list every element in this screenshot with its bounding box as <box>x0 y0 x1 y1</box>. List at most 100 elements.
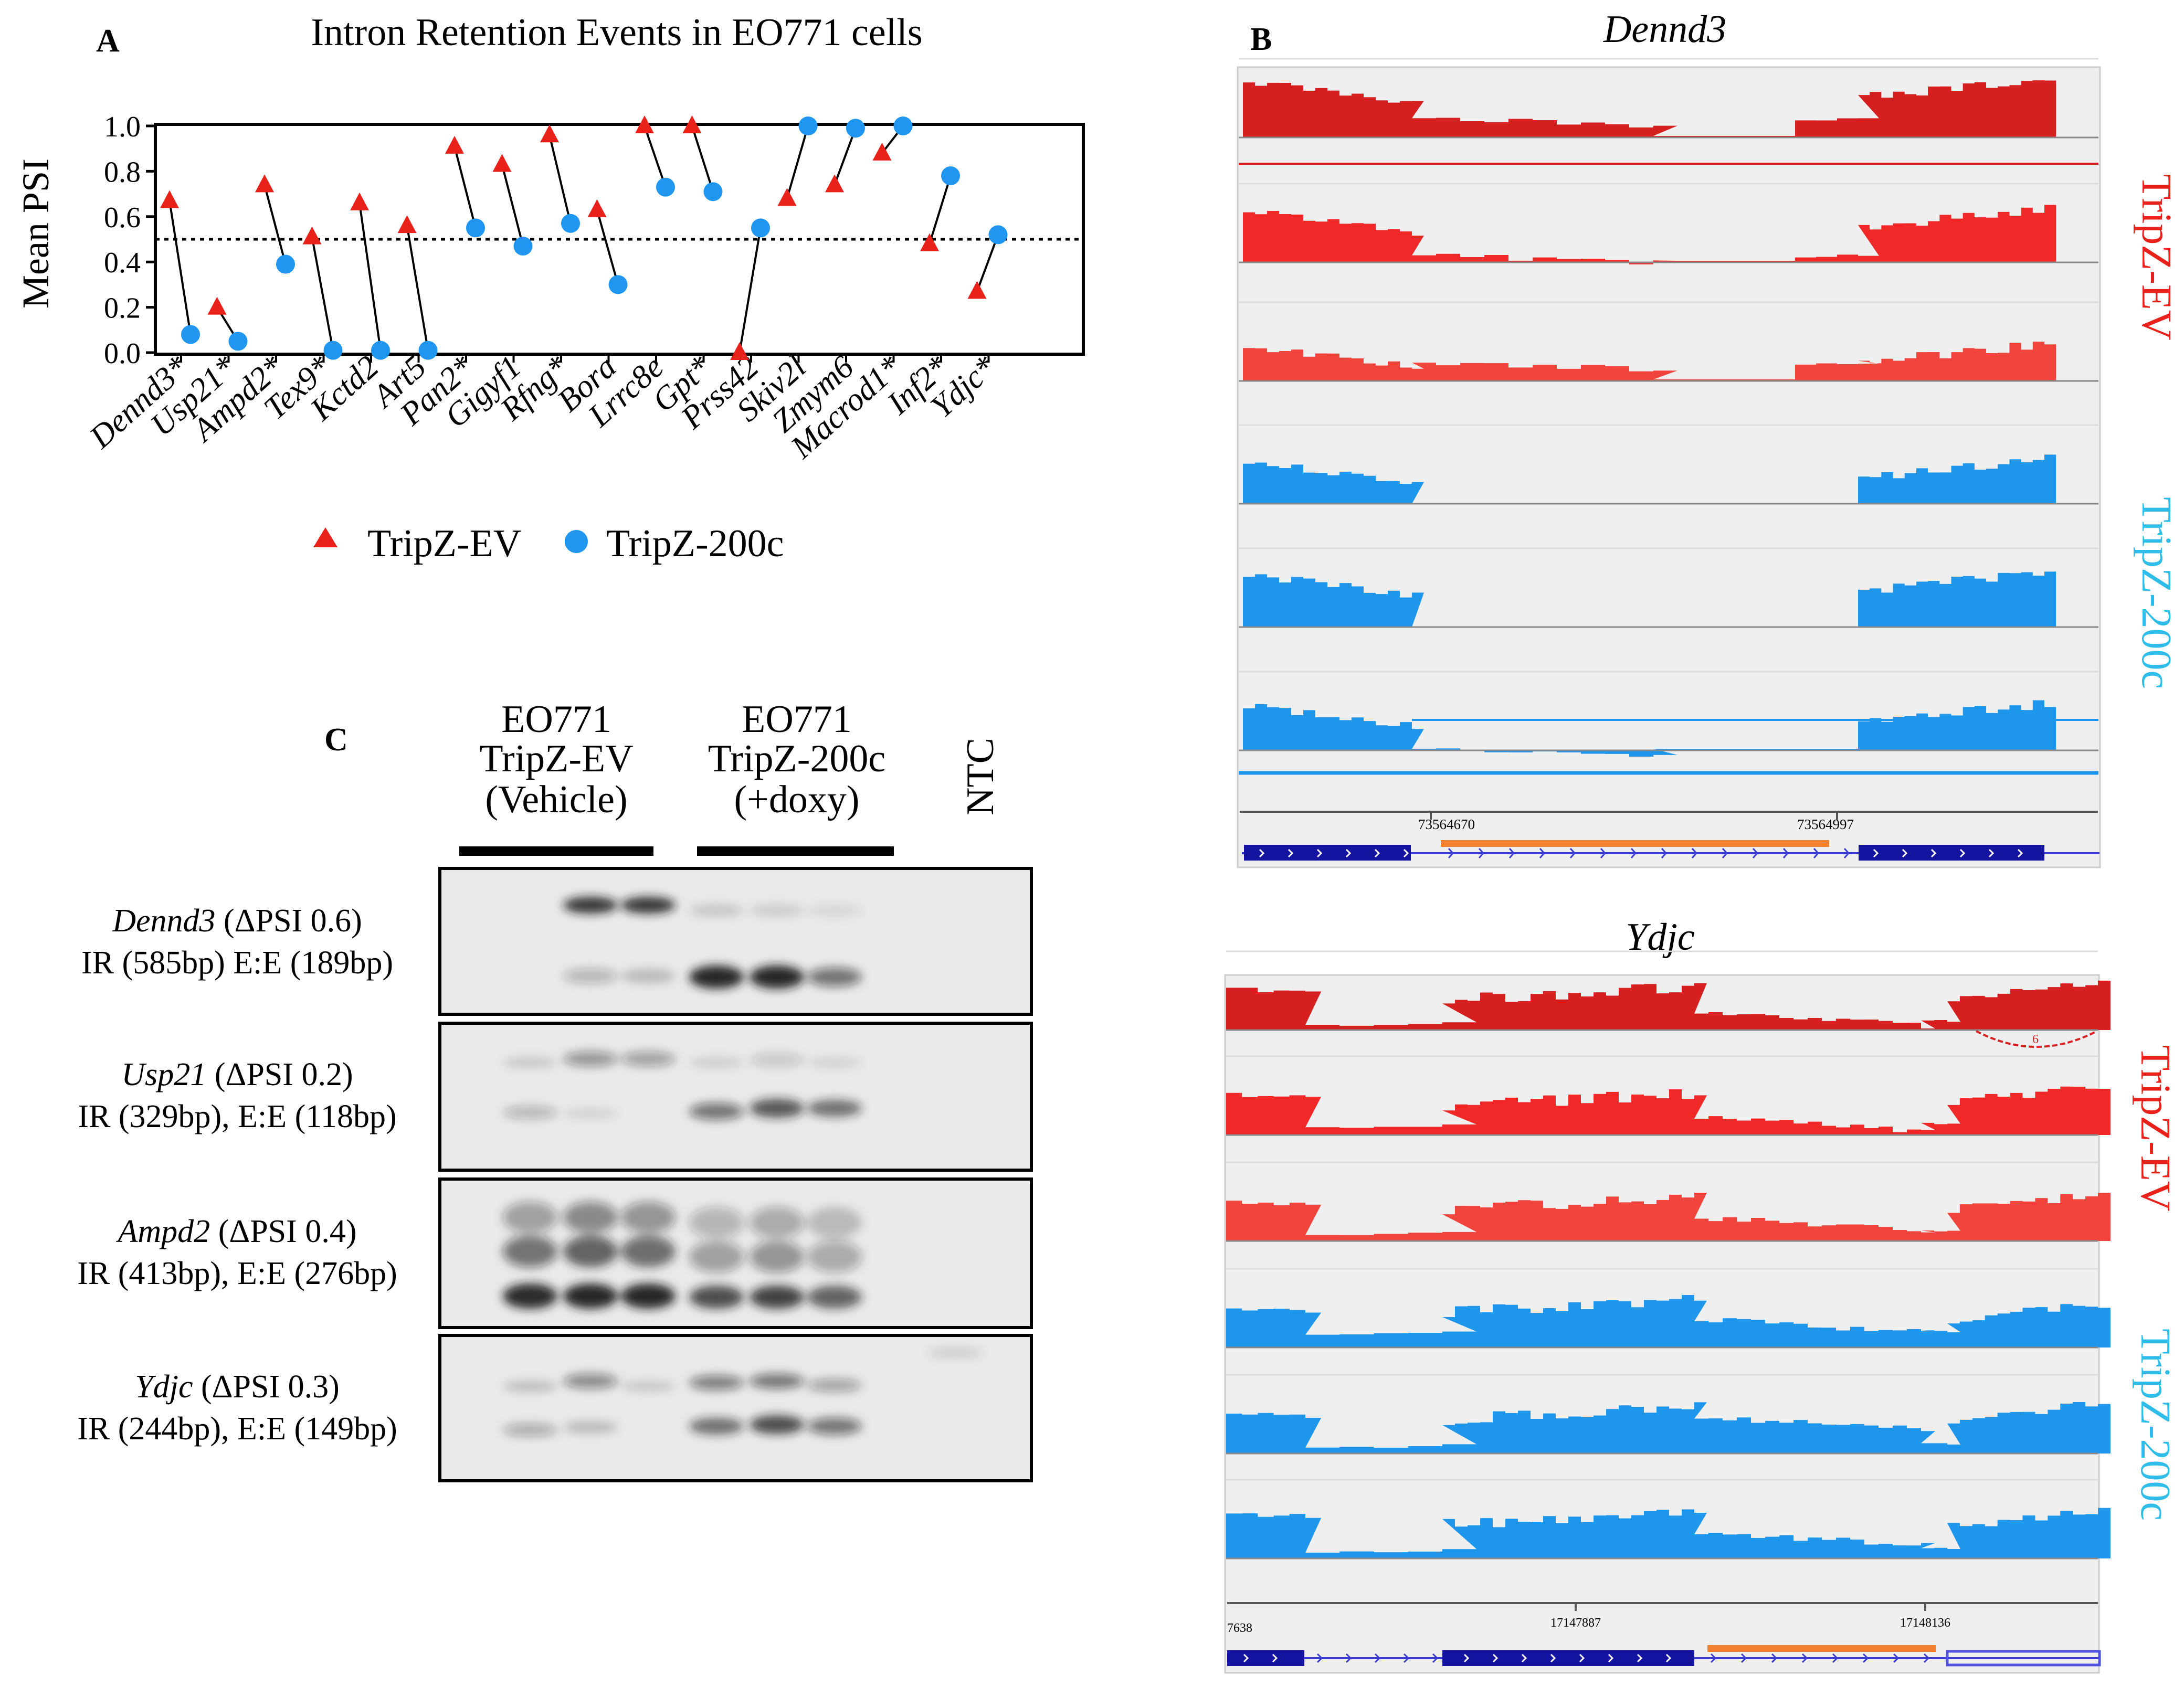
gel-band <box>689 904 744 917</box>
gel-band <box>750 1415 804 1434</box>
header-200c-line1: EO771 <box>742 698 852 741</box>
dennd3-strand-chevron <box>1661 848 1668 858</box>
gel-band <box>563 1421 618 1434</box>
connector-line <box>311 237 334 351</box>
gel-detail-ydjc: IR (244bp), E:E (149bp) <box>77 1411 397 1447</box>
gel-gene-ydjc: Ydjc <box>135 1369 193 1405</box>
dennd3-exon-2 <box>1859 845 2044 861</box>
gel-band <box>503 1381 557 1392</box>
connector-line <box>596 209 619 285</box>
legend-ev-label: TripZ-EV <box>367 522 521 565</box>
gel-band <box>807 1379 862 1392</box>
gel-label-dennd3: Dennd3 (ΔPSI 0.6) <box>112 903 362 939</box>
connector-line <box>406 225 429 351</box>
gel-band <box>563 1108 618 1119</box>
gel-band <box>621 1202 676 1233</box>
connector-line <box>453 146 477 228</box>
ev-triangle-point <box>825 174 844 193</box>
dennd3-strand-chevron <box>1988 848 1995 858</box>
ydjc-strand-chevron <box>1550 1653 1556 1663</box>
gel-band <box>689 1241 744 1272</box>
dennd3-strand-chevron <box>1448 848 1454 858</box>
c200-circle-point <box>798 116 818 135</box>
c200-circle-point <box>988 225 1008 245</box>
c200-circle-point <box>371 341 390 360</box>
legend-ev-marker <box>313 527 337 547</box>
gel-gene-ampd2: Ampd2 <box>116 1214 210 1249</box>
c200-circle-point <box>608 275 628 294</box>
gel-band <box>807 1418 862 1435</box>
dennd3-label-200c: TripZ-200c <box>2133 497 2179 689</box>
c200-circle-point <box>656 177 675 197</box>
c200-circle-point <box>941 166 960 186</box>
gel-label-usp21: Usp21 (ΔPSI 0.2) <box>121 1057 353 1092</box>
ydjc-junction-arc <box>1976 1030 2097 1048</box>
c200-circle-point <box>703 182 723 201</box>
dennd3-strand-chevron <box>1403 848 1409 858</box>
ydjc-coverage-track <box>1226 1295 2111 1348</box>
gel-band <box>563 969 618 983</box>
ev-triangle-point <box>587 199 607 217</box>
ydjc-strand-chevron <box>1608 1653 1614 1663</box>
ydjc-strand-chevron <box>1832 1653 1839 1663</box>
gel-band <box>563 1283 618 1309</box>
ydjc-strand-chevron <box>1316 1653 1323 1663</box>
gel-band <box>807 1057 862 1068</box>
dennd3-strand-chevron <box>1600 848 1607 858</box>
gel-band <box>621 1052 676 1066</box>
dennd3-strand-chevron <box>1539 848 1546 858</box>
gel-gene-usp21: Usp21 <box>121 1057 206 1092</box>
gel-band <box>689 1375 744 1390</box>
panel-b-letter: B <box>1250 22 1272 57</box>
legend: TripZ-EV TripZ-200c <box>313 522 784 565</box>
y-tick-label: 0.2 <box>104 292 141 325</box>
dennd3-strand-chevron <box>1722 848 1728 858</box>
dennd3-strand-chevron <box>1959 848 1966 858</box>
gel-image-dennd3 <box>438 867 1033 1016</box>
dennd3-gene-title: Dennd3 <box>1603 8 1726 51</box>
dennd3-strand-chevron <box>1316 848 1323 858</box>
gel-delta-usp21: (ΔPSI 0.2) <box>206 1057 353 1092</box>
ydjc-strand-chevron <box>1893 1653 1900 1663</box>
gel-band <box>750 1099 804 1118</box>
ydjc-label-200c: TripZ-200c <box>2132 1329 2178 1521</box>
gel-band <box>563 1052 618 1066</box>
y-axis-label: Mean PSI <box>15 158 57 309</box>
gel-band <box>750 1286 804 1309</box>
ydjc-strand-chevron <box>1521 1653 1527 1663</box>
ydjc-strand-chevron <box>1637 1653 1643 1663</box>
ydjc-strand-chevron <box>1710 1653 1717 1663</box>
ydjc-coord-0: 7638 <box>1227 1621 1252 1635</box>
header-ev-line3: (Vehicle) <box>485 778 627 821</box>
gel-label-ydjc: Ydjc (ΔPSI 0.3) <box>135 1369 340 1405</box>
ydjc-strand-chevron <box>1272 1653 1278 1663</box>
gel-row-labels: Dennd3 (ΔPSI 0.6) IR (585bp) E:E (189bp)… <box>77 903 397 1447</box>
gel-band <box>689 1286 744 1309</box>
gel-band <box>563 1374 618 1388</box>
gel-delta-dennd3: (ΔPSI 0.6) <box>216 903 362 939</box>
ydjc-label-ev: TripZ-EV <box>2132 1045 2178 1211</box>
gel-band <box>503 1106 557 1119</box>
connector-line <box>738 228 762 353</box>
connector-line <box>548 134 572 224</box>
psi-dot-plot: 0.00.20.40.60.81.0 Dennd3*Usp21*Ampd2*Te… <box>82 111 1085 465</box>
ydjc-coverage-track <box>1226 1508 2111 1558</box>
ydjc-strand-chevron <box>1665 1653 1672 1663</box>
gel-delta-ampd2: (ΔPSI 0.4) <box>210 1214 356 1249</box>
ydjc-igv-view: 6 7638 17147887 17148136 <box>1224 950 2111 1674</box>
gel-band <box>503 1236 557 1267</box>
ev-triangle-point <box>777 188 797 206</box>
ev-triangle-point <box>730 342 749 360</box>
gel-bands-ampd2 <box>503 1202 862 1309</box>
c200-circle-point <box>323 341 343 360</box>
ev-triangle-point <box>350 192 369 210</box>
dennd3-strand-chevron <box>1873 848 1879 858</box>
c200-circle-point <box>466 218 485 238</box>
dennd3-coverage-track <box>1243 571 2056 627</box>
ydjc-strand-chevron <box>1243 1653 1249 1663</box>
ydjc-exon-1 <box>1227 1650 1304 1666</box>
y-tick-label: 0.4 <box>104 247 141 279</box>
c200-circle-point <box>751 218 770 238</box>
ev-triangle-point <box>445 135 464 154</box>
gel-band <box>689 1103 744 1120</box>
